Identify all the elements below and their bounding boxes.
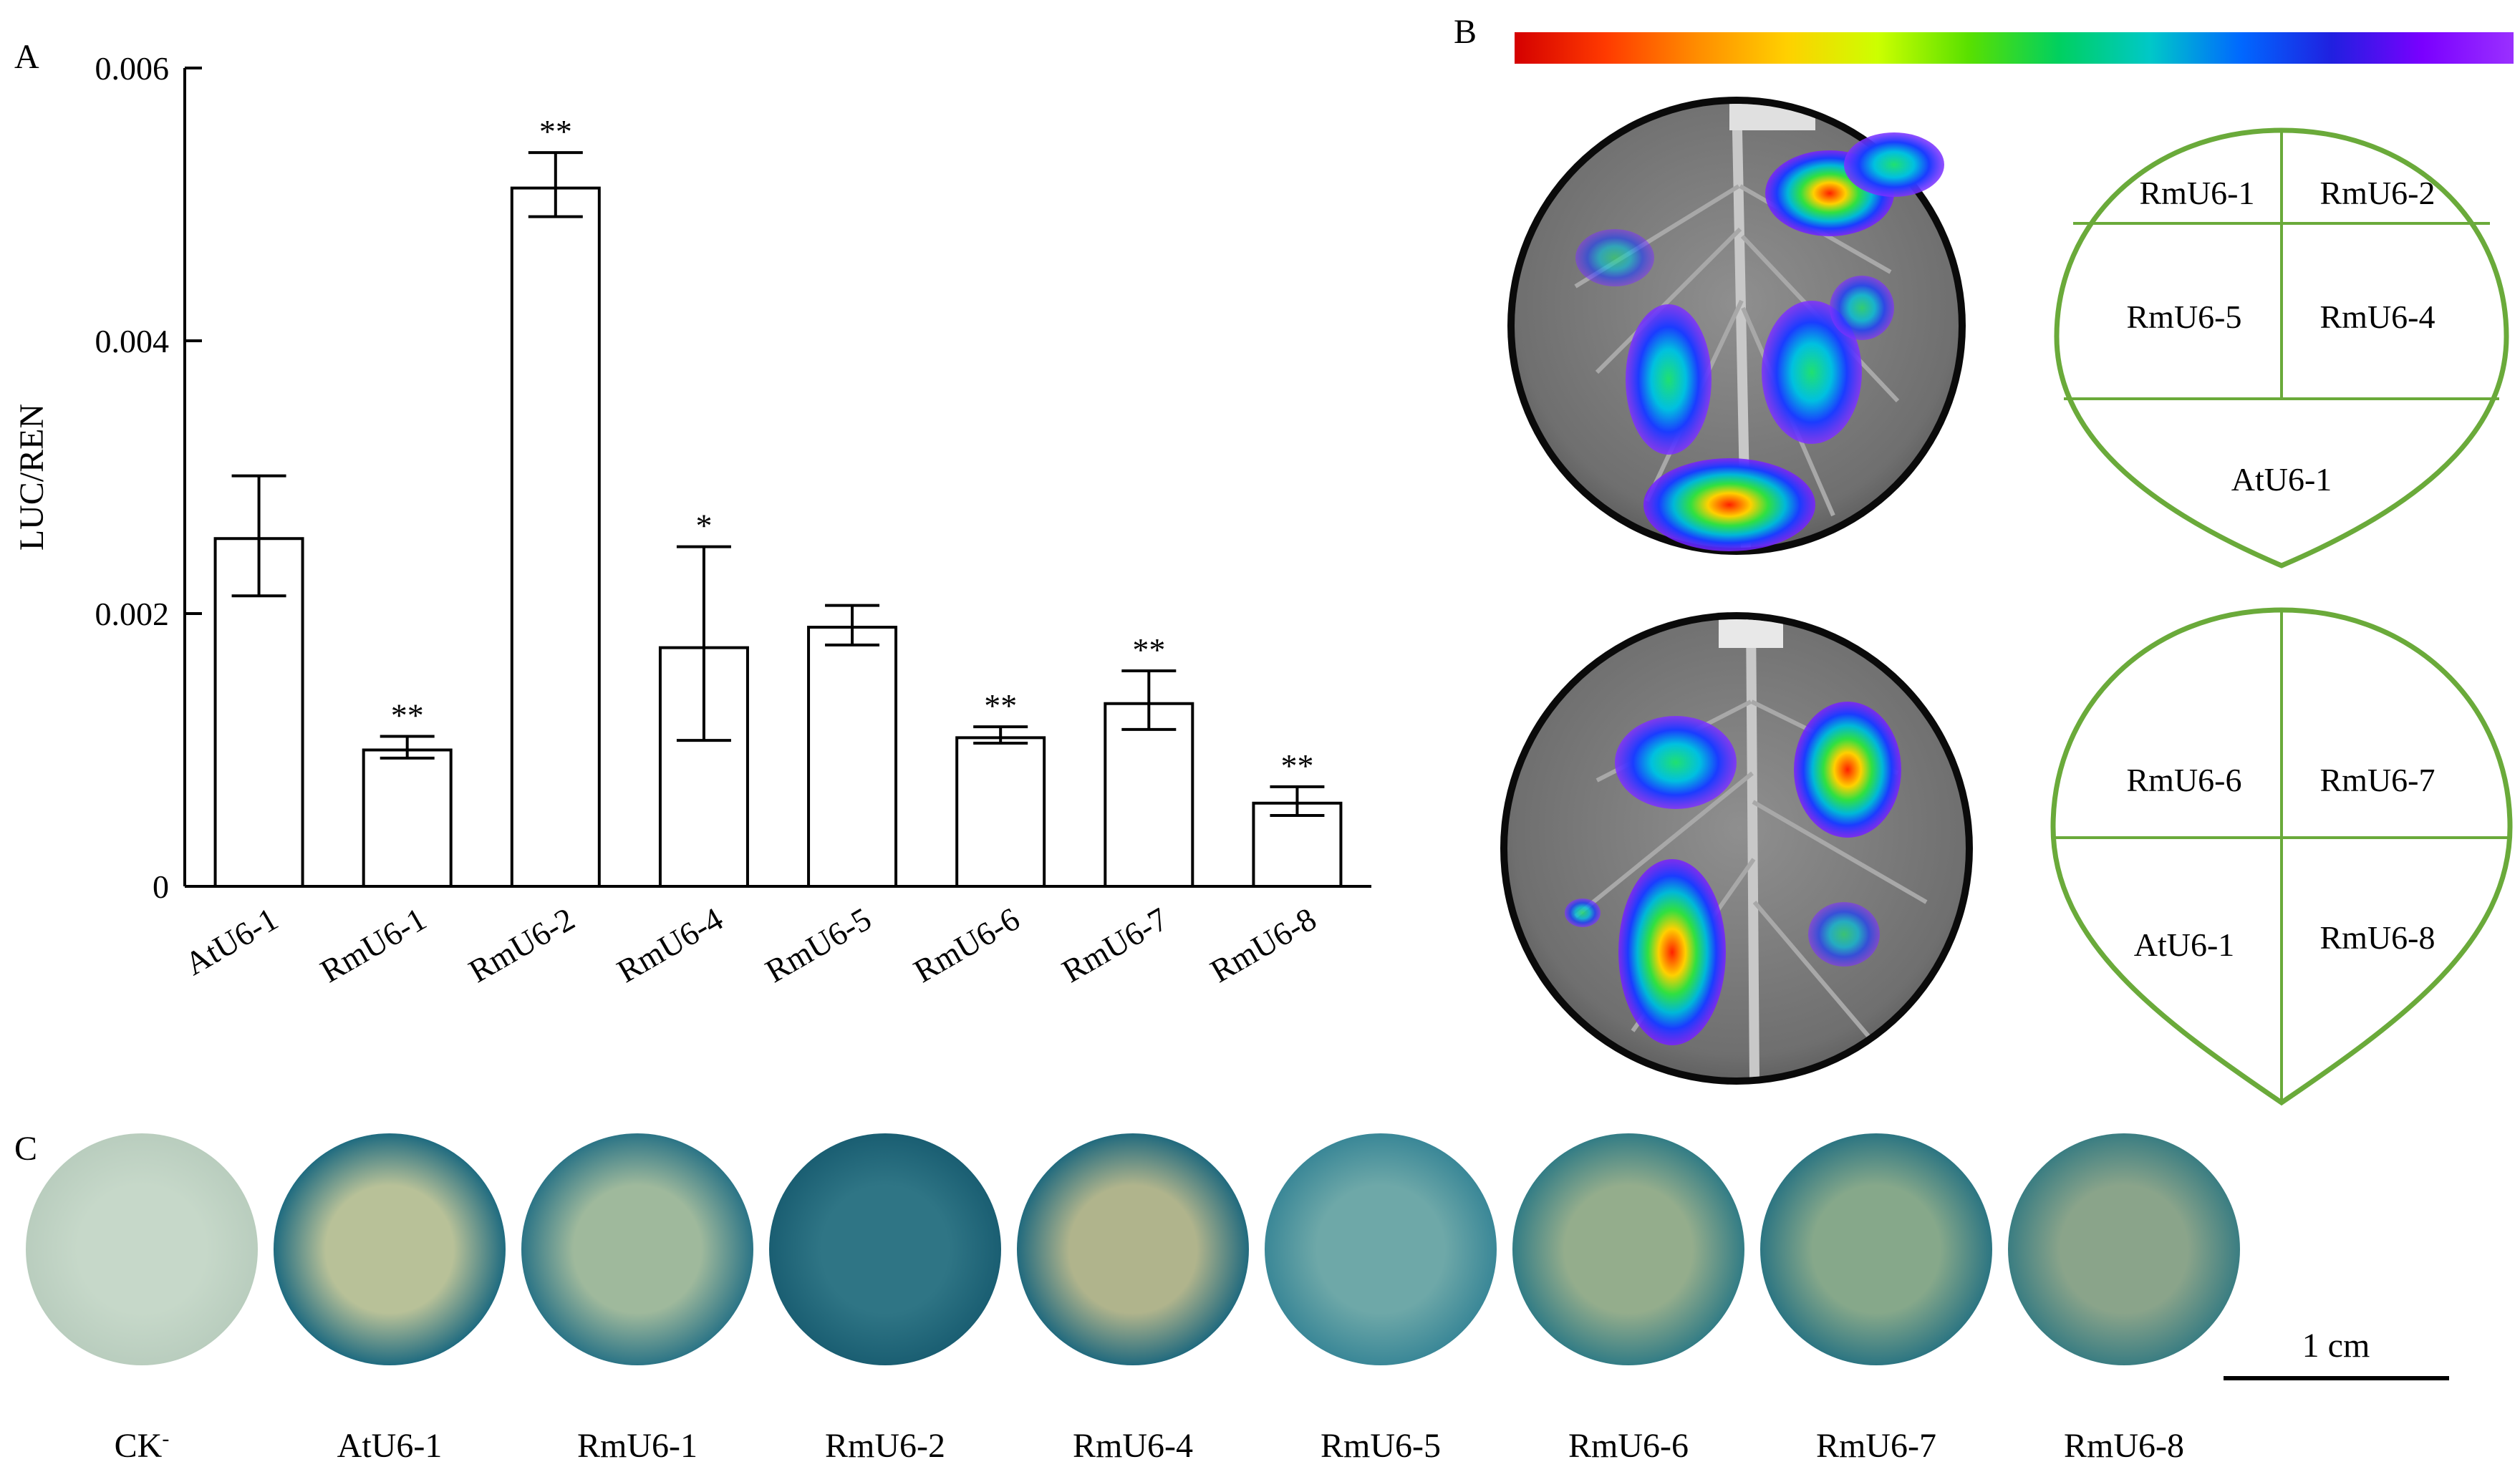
- luminescence-spot: [1643, 458, 1815, 551]
- luminescence-spot: [1762, 301, 1862, 444]
- leaf-image-bottom: [1500, 612, 1973, 1085]
- diagram-label: RmU6-8: [2320, 919, 2435, 956]
- y-tick-label: 0.002: [95, 596, 170, 632]
- luminescence-spot: [1565, 899, 1601, 927]
- diagram-label: RmU6-6: [2127, 762, 2242, 798]
- luminescence-spot: [1618, 859, 1726, 1045]
- leaf-diagram-bottom: RmU6-6 RmU6-7 AtU6-1 RmU6-8: [2050, 607, 2513, 1106]
- gus-disc: [2008, 1133, 2240, 1365]
- bar: [807, 626, 898, 888]
- luminescence-spot: [1575, 229, 1654, 286]
- disc-label: RmU6-2: [825, 1427, 945, 1465]
- panel-c-letter: C: [14, 1130, 37, 1168]
- gus-disc: [1760, 1133, 1992, 1365]
- disc-label: RmU6-7: [1816, 1427, 1936, 1465]
- gus-disc: [1265, 1133, 1497, 1365]
- disc-label: RmU6-4: [1073, 1427, 1193, 1465]
- diagram-label: RmU6-1: [2140, 175, 2255, 211]
- gus-disc: [274, 1133, 506, 1365]
- leaf-image-top: [1507, 97, 1966, 555]
- luminescence-spot: [1830, 276, 1894, 340]
- leaf-outline: [2054, 127, 2509, 568]
- x-tick-label: RmU6-8: [1205, 900, 1323, 989]
- bar: [362, 748, 453, 888]
- bar: [1252, 801, 1343, 888]
- x-tick-label: AtU6-1: [178, 900, 284, 982]
- diagram-label: RmU6-4: [2320, 299, 2435, 335]
- gus-disc: [26, 1133, 258, 1365]
- disc-label: CK-: [115, 1427, 170, 1466]
- gus-disc: [1512, 1133, 1744, 1365]
- significance-marker: *: [695, 508, 712, 544]
- disc-label: AtU6-1: [337, 1427, 443, 1465]
- scale-bar-label: 1 cm: [2302, 1327, 2370, 1365]
- gus-disc: [1017, 1133, 1249, 1365]
- diagram-label: RmU6-7: [2320, 762, 2435, 798]
- leaf-outline: [2050, 607, 2513, 1106]
- panel-b-letter: B: [1454, 13, 1477, 51]
- x-tick-label: RmU6-2: [463, 900, 581, 989]
- gus-disc: [521, 1133, 753, 1365]
- disc-label: RmU6-1: [577, 1427, 697, 1465]
- bar: [1104, 702, 1194, 888]
- disc-label: RmU6-6: [1568, 1427, 1689, 1465]
- y-tick-label: 0.004: [95, 323, 170, 359]
- bar-chart: 0 0.002 0.004 0.006 LUC/REN AtU6-1 ** RmU6-1 ** R…: [13, 50, 1371, 989]
- y-tick-label: 0: [153, 868, 169, 905]
- disc-label: RmU6-8: [2064, 1427, 2184, 1465]
- luminescence-spot: [1844, 132, 1944, 197]
- significance-marker: **: [1132, 631, 1165, 668]
- panel-a-letter: A: [14, 38, 39, 76]
- luminescence-spot: [1808, 902, 1880, 967]
- luminescence-spot: [1626, 304, 1712, 455]
- leaf-diagram-top: RmU6-1 RmU6-2 RmU6-5 RmU6-4 AtU6-1: [2054, 127, 2509, 568]
- luminescence-spot: [1615, 716, 1737, 809]
- x-tick-label: RmU6-4: [611, 900, 729, 989]
- bar: [955, 736, 1046, 888]
- y-tick-label: 0.006: [95, 50, 170, 87]
- diagram-label: AtU6-1: [2134, 926, 2235, 963]
- diagram-label: AtU6-1: [2231, 461, 2332, 498]
- diagram-label: RmU6-2: [2320, 175, 2435, 211]
- significance-marker: **: [391, 697, 424, 733]
- bar: [510, 186, 601, 888]
- gus-disc-row: CK- AtU6-1 RmU6-1 RmU6-2 RmU6-4 RmU6-5 RmU6-6 R…: [26, 1133, 2240, 1465]
- y-axis-label: LUC/REN: [13, 404, 51, 551]
- x-tick-label: RmU6-1: [314, 900, 433, 989]
- significance-marker: **: [1280, 747, 1313, 784]
- luminescence-colorbar: [1515, 32, 2514, 64]
- diagram-label: RmU6-5: [2127, 299, 2242, 335]
- disc-label: RmU6-5: [1321, 1427, 1441, 1465]
- significance-marker: **: [539, 113, 572, 150]
- luminescence-spot: [1794, 702, 1901, 838]
- significance-marker: **: [984, 687, 1017, 724]
- x-tick-label: RmU6-5: [759, 900, 877, 989]
- x-tick-label: RmU6-6: [907, 900, 1025, 989]
- gus-disc: [769, 1133, 1001, 1365]
- x-tick-label: RmU6-7: [1056, 900, 1174, 989]
